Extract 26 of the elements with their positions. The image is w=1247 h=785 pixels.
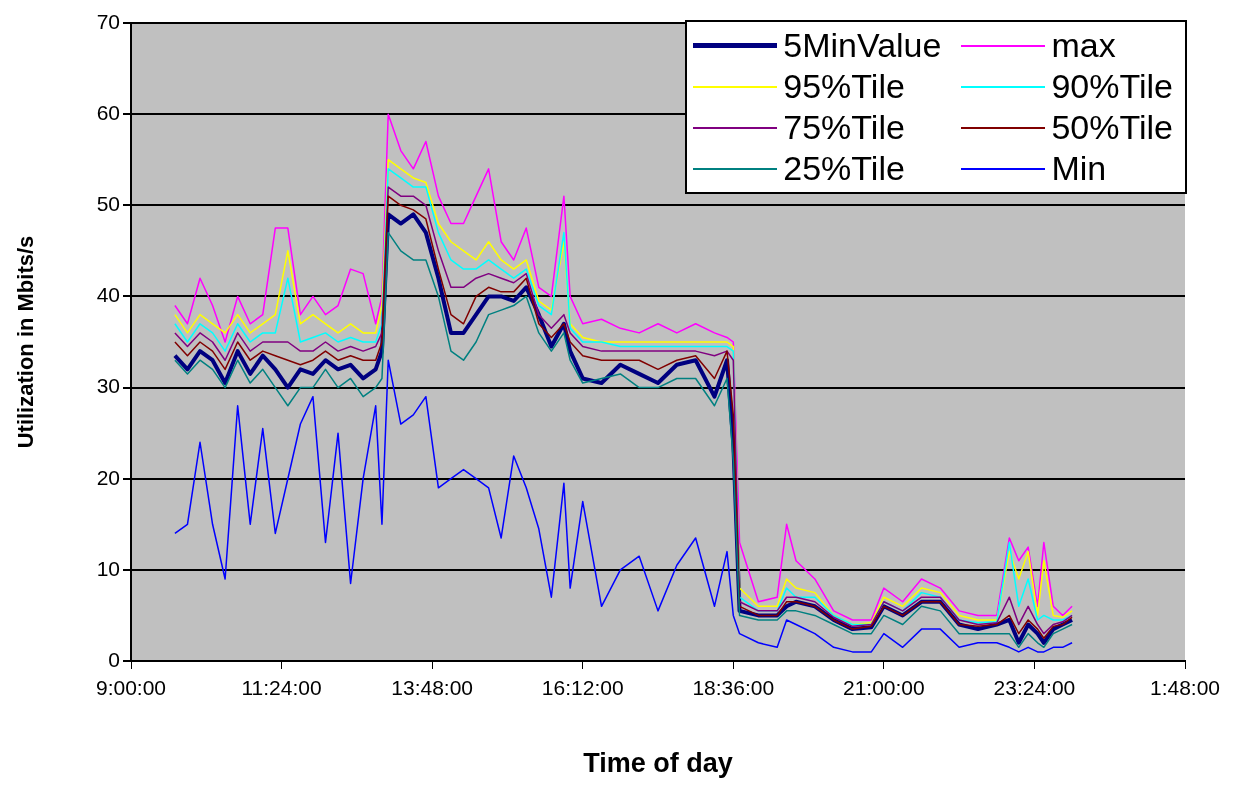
y-tick-label: 50: [96, 192, 120, 216]
x-tick-label: 18:36:00: [692, 676, 775, 700]
y-tick-label: 40: [96, 283, 120, 307]
x-tick-label: 9:00:00: [95, 676, 167, 700]
x-tick-label: 16:12:00: [541, 676, 624, 700]
y-tick-label: 70: [96, 9, 120, 33]
y-tick-label: 10: [96, 556, 120, 580]
x-tick-label: 11:24:00: [241, 676, 322, 700]
y-tick-label: 0: [108, 647, 120, 671]
y-axis-title: Utilization in Mbits/s: [13, 235, 39, 449]
y-tick-label: 20: [96, 465, 120, 489]
legend-label: 5MinValue: [783, 26, 942, 65]
legend-label: 75%Tile: [783, 108, 905, 147]
y-tick-label: 30: [96, 374, 120, 398]
x-tick-label: 1:48:00: [1149, 676, 1221, 700]
legend-label: 95%Tile: [783, 67, 905, 106]
legend-label: Min: [1051, 149, 1107, 188]
legend-label: 25%Tile: [783, 149, 905, 188]
legend-label: 90%Tile: [1051, 67, 1173, 106]
x-tick-label: 21:00:00: [842, 676, 925, 700]
x-tick-label: 23:24:00: [993, 676, 1076, 700]
legend-label: 50%Tile: [1051, 108, 1173, 147]
y-tick-label: 60: [96, 100, 120, 124]
legend-label: max: [1051, 26, 1116, 65]
x-tick-label: 13:48:00: [391, 676, 474, 700]
x-axis-title: Time of day: [583, 748, 733, 779]
